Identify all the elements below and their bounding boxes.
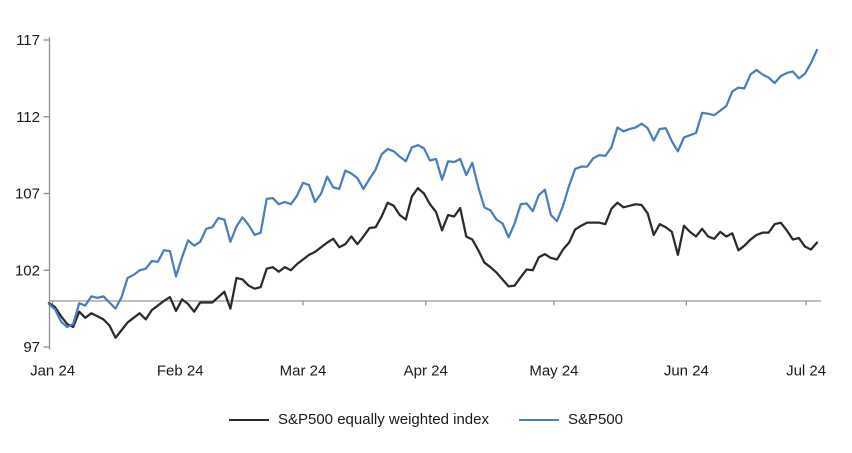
legend: S&P500 equally weighted index S&P500 [0, 411, 852, 429]
x-axis-tick-label: Jun 24 [664, 363, 709, 380]
sp500-line [47, 48, 819, 329]
y-axis-tick-label: 117 [16, 32, 40, 49]
y-axis-tick-label: 102 [15, 262, 40, 279]
x-axis-tick-label: Apr 24 [404, 363, 448, 380]
y-axis-tick-label: 107 [15, 186, 40, 203]
y-axis-tick-label: 97 [23, 339, 40, 356]
legend-item-equal-weight: S&P500 equally weighted index [228, 411, 489, 429]
x-axis-tick-label: Jan 24 [30, 363, 75, 380]
legend-item-sp500: S&P500 [518, 411, 624, 429]
x-axis-tick-label: Feb 24 [157, 363, 204, 380]
x-axis-tick-label: Mar 24 [280, 363, 327, 380]
x-axis-tick-label: May 24 [529, 363, 578, 380]
equal-weight-line [47, 187, 819, 339]
y-axis-tick-label: 112 [16, 109, 40, 126]
equal-weight-legend-label: S&P500 equally weighted index [277, 411, 489, 428]
sp500-line-swatch [518, 419, 559, 421]
sp500-legend-label: S&P500 [567, 411, 624, 428]
x-axis-tick-label: Jul 24 [786, 363, 826, 380]
equal-weight-line-swatch [228, 419, 269, 421]
